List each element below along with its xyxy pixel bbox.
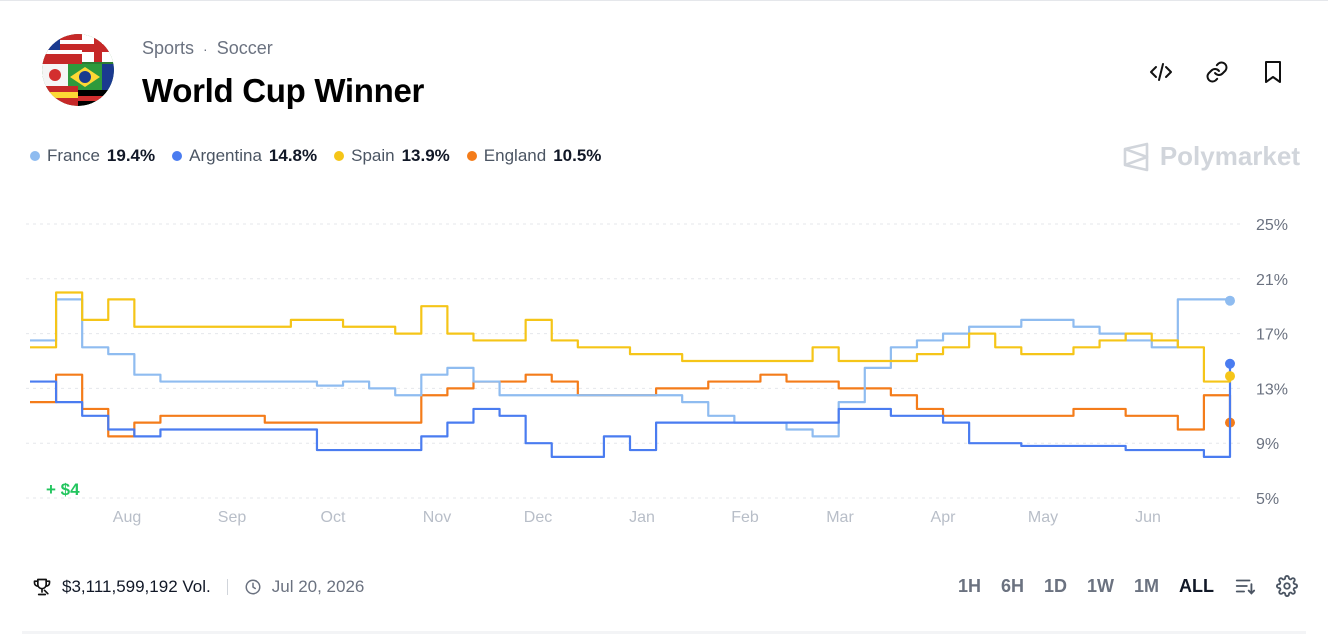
polymarket-watermark: Polymarket — [1122, 141, 1300, 172]
sort-lines-icon — [1235, 579, 1256, 595]
range-all[interactable]: ALL — [1179, 575, 1214, 596]
embed-code-button[interactable] — [1148, 58, 1174, 86]
volume-text: $3,111,599,192 Vol. — [62, 577, 211, 596]
legend-item-spain[interactable]: Spain 13.9% — [334, 146, 450, 166]
y-tick-label: 17% — [1256, 327, 1288, 344]
legend-dot-spain — [334, 151, 345, 161]
trophy-icon — [33, 578, 51, 596]
profit-annotation: + $4 — [46, 480, 80, 499]
legend-name: England — [483, 146, 547, 165]
bookmark-icon — [1265, 61, 1281, 83]
legend-value: 14.8% — [268, 146, 318, 165]
x-tick-label: Feb — [731, 509, 759, 526]
breadcrumb-separator: · — [203, 40, 208, 57]
legend-dot-argentina — [172, 151, 183, 161]
range-1d[interactable]: 1D — [1043, 575, 1067, 596]
market-stats: $3,111,599,192 Vol. Jul 20, 2026 — [32, 577, 364, 597]
range-1h[interactable]: 1H — [957, 575, 981, 596]
clock-icon — [245, 579, 261, 595]
legend-item-argentina[interactable]: Argentina 14.8% — [172, 146, 317, 166]
legend-name: Spain — [351, 146, 395, 165]
chart-legend: France 19.4% Argentina 14.8% Spain 13.9%… — [30, 146, 601, 166]
x-tick-label: Mar — [826, 509, 854, 526]
breadcrumb: Sports · Soccer — [142, 38, 273, 59]
x-tick-label: May — [1028, 509, 1058, 526]
embed-code-icon — [1150, 63, 1172, 81]
x-tick-label: Oct — [321, 509, 346, 526]
top-divider — [0, 0, 1328, 1]
copy-link-button[interactable] — [1204, 58, 1230, 86]
y-tick-label: 21% — [1256, 272, 1288, 289]
bottom-divider — [22, 631, 1306, 634]
range-1w[interactable]: 1W — [1086, 575, 1114, 596]
settings-button[interactable] — [1276, 575, 1298, 597]
range-6h[interactable]: 6H — [1000, 575, 1024, 596]
legend-name: Argentina — [189, 146, 262, 165]
series-line-england — [30, 373, 1232, 438]
x-tick-label: Sep — [218, 509, 247, 526]
x-tick-label: Jun — [1135, 509, 1161, 526]
page-title: World Cup Winner — [142, 72, 425, 109]
series-end-dot-france — [1225, 295, 1235, 306]
y-tick-label: 25% — [1256, 217, 1288, 234]
legend-dot-england — [466, 151, 477, 161]
gear-icon — [1276, 575, 1298, 597]
brand-name: Polymarket — [1159, 141, 1300, 171]
legend-value: 13.9% — [401, 146, 450, 165]
stats-divider — [226, 579, 228, 595]
world-cup-ball-logo — [42, 34, 114, 106]
legend-dot-france — [30, 151, 40, 161]
x-tick-label: Dec — [524, 509, 552, 526]
sort-button[interactable] — [1234, 575, 1256, 597]
range-1m[interactable]: 1M — [1133, 575, 1159, 596]
polymarket-logo-icon — [1123, 142, 1149, 171]
legend-item-france[interactable]: France 19.4% — [30, 146, 155, 166]
end-date: Jul 20, 2026 — [271, 577, 365, 596]
header-actions — [1148, 58, 1286, 86]
y-tick-label: 5% — [1256, 491, 1279, 508]
legend-value: 19.4% — [106, 146, 156, 165]
series-line-spain — [30, 291, 1232, 383]
y-tick-label: 9% — [1256, 436, 1279, 453]
link-icon — [1206, 61, 1228, 83]
breadcrumb-sports[interactable]: Sports — [142, 38, 195, 58]
series-end-dot-argentina — [1225, 358, 1235, 369]
y-tick-label: 13% — [1256, 381, 1288, 398]
series-line-france — [30, 298, 1232, 438]
legend-value: 10.5% — [553, 146, 602, 165]
price-history-chart[interactable]: 25% 21% 17% 13% 9% 5% Aug Sep Oct Nov Dec Jan Feb Mar… — [0, 200, 1328, 530]
legend-name: France — [47, 146, 100, 165]
series-end-dot-spain — [1225, 371, 1235, 382]
x-tick-label: Jan — [629, 509, 655, 526]
bookmark-button[interactable] — [1260, 58, 1286, 86]
legend-item-england[interactable]: England 10.5% — [466, 146, 602, 166]
x-tick-label: Aug — [113, 509, 141, 526]
x-tick-label: Nov — [423, 509, 451, 526]
series-line-argentina — [30, 363, 1232, 458]
breadcrumb-soccer[interactable]: Soccer — [216, 38, 273, 58]
time-range-selector: 1H 6H 1D 1W 1M ALL — [958, 575, 1298, 597]
x-tick-label: Apr — [931, 509, 957, 526]
